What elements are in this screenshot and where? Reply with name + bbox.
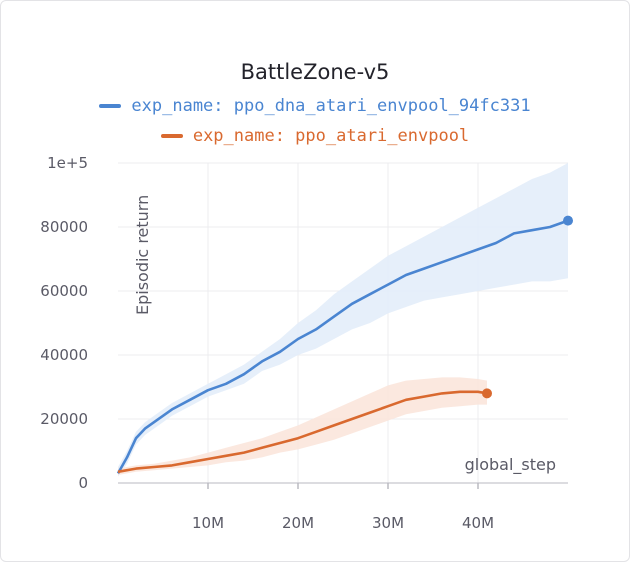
legend-label-1: exp_name: ppo_dna_atari_envpool_94fc331 — [131, 96, 531, 116]
series-end-markers — [482, 215, 573, 399]
legend-swatch-1 — [99, 104, 122, 108]
legend-entry-2[interactable]: exp_name: ppo_atari_envpool — [0, 126, 630, 146]
x-tick-label: 40M — [462, 514, 494, 532]
series-band-1 — [118, 163, 568, 477]
legend-swatch-2 — [160, 134, 183, 138]
y-tick-label: 80000 — [40, 218, 88, 236]
y-tick-label: 1e+5 — [47, 154, 88, 172]
series-lines — [116, 219, 569, 475]
series-end-marker-1 — [563, 215, 573, 226]
legend-entry-1[interactable]: exp_name: ppo_dna_atari_envpool_94fc331 — [0, 96, 630, 116]
series-band-2 — [118, 377, 487, 475]
series-line-2 — [117, 390, 488, 474]
series-end-marker-2 — [482, 388, 492, 399]
y-axis-label: Episodic return — [133, 195, 152, 315]
confidence-bands — [118, 163, 568, 477]
axes: 0 20000 40000 60000 80000 1e+5 10M 20M 30M 40M — [40, 154, 568, 532]
x-tick-label: 30M — [372, 514, 404, 532]
legend-label-2: exp_name: ppo_atari_envpool — [192, 126, 470, 146]
series-line-1 — [116, 219, 569, 475]
y-tick-label: 40000 — [40, 346, 88, 364]
x-axis-label: global_step — [465, 455, 556, 475]
x-tick-label: 10M — [192, 514, 224, 532]
y-tick-label: 20000 — [40, 410, 88, 428]
x-tick-label: 20M — [282, 514, 314, 532]
y-tick-label: 0 — [78, 474, 88, 492]
chart-title: BattleZone-v5 — [240, 60, 390, 84]
y-tick-label: 60000 — [40, 282, 88, 300]
